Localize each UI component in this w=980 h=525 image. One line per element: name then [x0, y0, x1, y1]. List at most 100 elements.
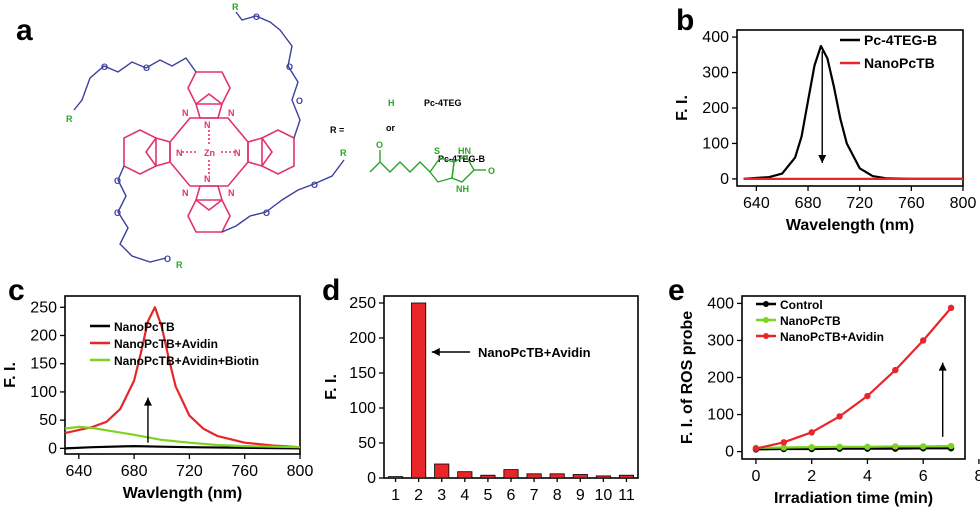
r-group-labels: R R R R: [66, 2, 347, 270]
y-tick-label: 250: [30, 299, 57, 316]
bar: [549, 473, 565, 479]
nh-label: NH: [456, 184, 469, 194]
legend-label: NanoPcTB: [114, 320, 175, 334]
y-tick-label: 200: [707, 370, 734, 387]
series-point-NanoPcTB: [919, 443, 927, 450]
bar: [411, 302, 427, 479]
n-label: N: [204, 120, 211, 130]
y-axis-title: F. I.: [323, 374, 340, 400]
n-label: N: [228, 188, 235, 198]
zinc-label: Zn: [204, 148, 215, 158]
n-label: N: [182, 188, 189, 198]
n-label: N: [228, 108, 235, 118]
bar: [503, 469, 519, 479]
o-label: O: [114, 208, 121, 218]
series-point-NanoPcTB: [947, 442, 955, 450]
series-point-NanoPcTB+Avidin: [780, 439, 788, 446]
x-tick-label: 7: [530, 487, 539, 504]
x-tick-label: 640: [743, 195, 770, 212]
x-tick-label: 9: [576, 487, 585, 504]
y-tick-label: 200: [30, 328, 57, 345]
x-axis-title: Irradiation time (min): [774, 490, 933, 507]
y-tick-label: 250: [349, 295, 376, 312]
y-tick-label: 0: [720, 171, 729, 188]
n-label: N: [204, 174, 211, 184]
legend-marker: [763, 317, 769, 323]
x-axis-title: Wavelength (nm): [786, 217, 914, 234]
series-point-NanoPcTB+Avidin: [892, 366, 899, 374]
legend-label: Pc-4TEG-B: [864, 32, 937, 48]
r-equals-label: R =: [330, 125, 344, 135]
o-label: O: [376, 140, 383, 150]
y-tick-label: 50: [39, 412, 57, 429]
o-label: O: [101, 62, 108, 72]
annotation-arrowhead: [938, 362, 947, 371]
plot-frame: [64, 295, 301, 455]
series-point-NanoPcTB+Avidin: [808, 429, 815, 436]
x-tick-label: 720: [846, 195, 873, 212]
legend-label: NanoPcTB+Avidin: [780, 330, 884, 344]
chart-b-emission-spectra: 640 680 720 760 800 0 100 200 300 400 Wavelength (…: [674, 29, 976, 234]
legend-marker: [763, 301, 769, 307]
legend-label: NanoPcTB+Avidin: [114, 337, 218, 351]
y-tick-label: 200: [702, 100, 729, 117]
biotin-atom-labels: O S HN NH O: [376, 140, 495, 194]
y-tick-label: 100: [702, 135, 729, 152]
o-label: O: [253, 12, 260, 22]
n-label: N: [176, 148, 183, 158]
y-tick-label: 50: [358, 435, 376, 452]
bar: [480, 474, 496, 479]
y-tick-label: 0: [725, 444, 734, 461]
r-label: R: [176, 260, 183, 270]
legend-label: NanoPcTB: [780, 314, 841, 328]
panel-label-b: b: [676, 4, 694, 37]
teg-chains: [73, 11, 345, 263]
series-point-NanoPcTB+Avidin: [864, 392, 871, 400]
x-tick-label: 680: [795, 195, 822, 212]
y-tick-label: 100: [349, 400, 376, 417]
series-point-NanoPcTB: [780, 444, 788, 451]
x-tick-label: 1: [391, 487, 400, 504]
o-label: O: [263, 208, 270, 218]
x-tick-label: 10: [594, 487, 612, 504]
n-label: N: [182, 108, 189, 118]
x-tick-label: 4: [863, 468, 872, 485]
series-point-NanoPcTB: [864, 443, 871, 450]
bar: [526, 473, 542, 479]
x-tick-label: 760: [231, 463, 258, 480]
panel-label-d: d: [322, 274, 340, 307]
oxygen-labels: O O O O O O O O O O: [101, 12, 318, 264]
o-label: O: [488, 166, 495, 176]
annotation-label: NanoPcTB+Avidin: [478, 345, 591, 360]
series-point-NanoPcTB+Avidin: [919, 337, 927, 344]
molecule-structure-drawing: Zn N N N N N N N N O O O O O O O O O O: [66, 2, 495, 270]
bar: [457, 471, 473, 479]
series-point-NanoPcTB: [836, 443, 843, 450]
series-point-NanoPcTB: [892, 443, 899, 450]
series-point-NanoPcTB+Avidin: [947, 304, 955, 312]
x-tick-label: 760: [898, 195, 925, 212]
hydrogen-label: H: [388, 98, 395, 108]
core-atom-labels: Zn N N N N N N N N: [176, 108, 241, 198]
legend-label: Control: [780, 298, 823, 312]
x-tick-label: 720: [176, 463, 203, 480]
compound-name-pc-4teg-b: Pc-4TEG-B: [438, 154, 486, 164]
x-tick-label: 2: [807, 468, 816, 485]
y-tick-label: 300: [702, 65, 729, 82]
o-label: O: [143, 63, 150, 73]
y-tick-label: 400: [707, 295, 734, 312]
x-tick-label: 8: [553, 487, 562, 504]
n-label: N: [234, 148, 241, 158]
y-tick-label: 100: [30, 384, 57, 401]
x-tick-label: 0: [751, 468, 760, 485]
bar: [595, 475, 611, 479]
y-axis-title: F. I. of ROS probe: [679, 311, 696, 444]
series-line-NanoPcTB+Avidin+Biotin: [64, 425, 301, 449]
x-tick-label: 680: [121, 463, 148, 480]
y-tick-label: 400: [702, 29, 729, 46]
y-tick-label: 200: [349, 330, 376, 347]
y-tick-label: 150: [349, 365, 376, 382]
x-tick-label: 6: [919, 468, 928, 485]
o-label: O: [286, 62, 293, 72]
